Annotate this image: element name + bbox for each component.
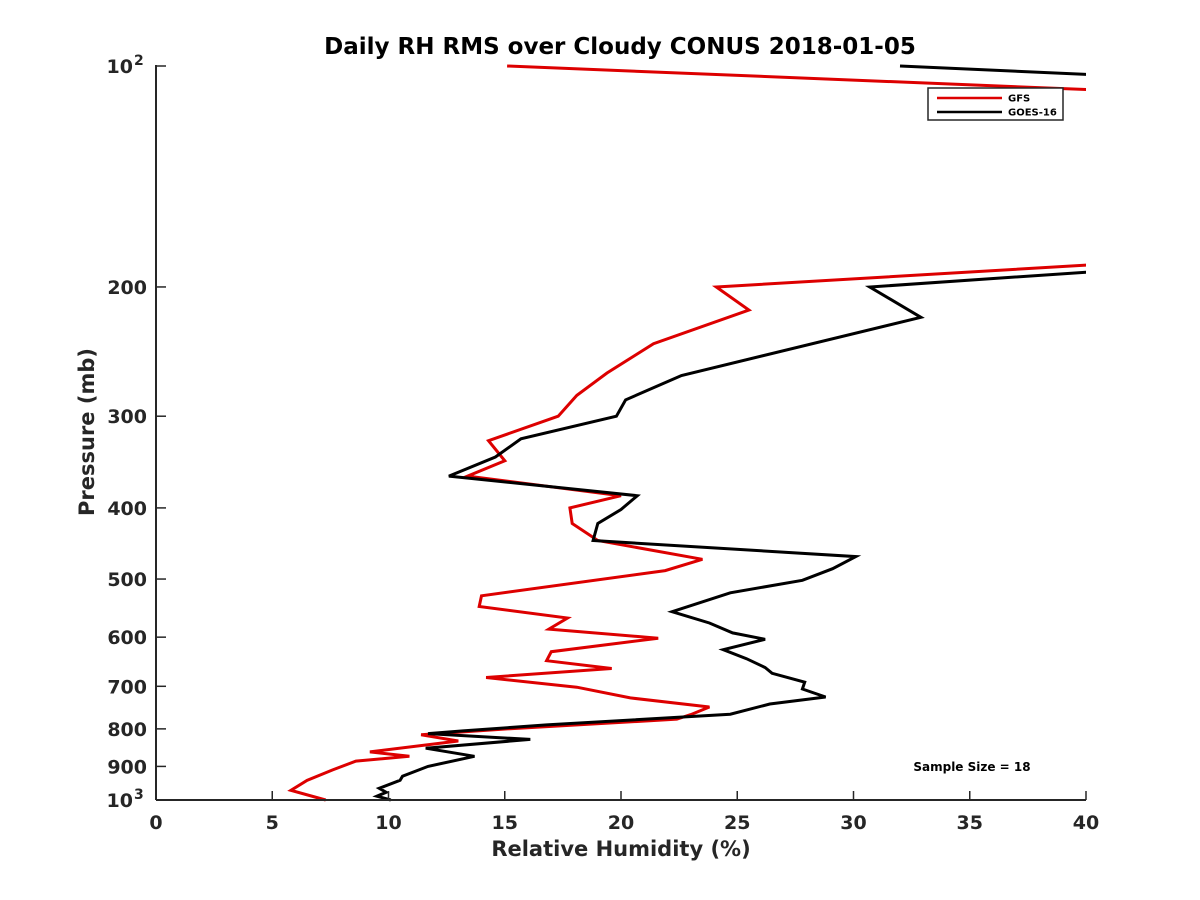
- y-tick-label: 300: [107, 406, 147, 428]
- x-tick-label: 5: [266, 812, 279, 834]
- axes-layer: [155, 65, 1086, 801]
- chart-title: Daily RH RMS over Cloudy CONUS 2018-01-0…: [324, 34, 916, 60]
- series-layer: [287, 64, 1086, 802]
- legend-label-gfs: GFS: [1008, 94, 1030, 105]
- y-tick-label: 10: [107, 56, 133, 78]
- x-tick-label: 0: [149, 812, 162, 834]
- x-tick-label: 10: [375, 812, 401, 834]
- sample-size-annotation: Sample Size = 18: [913, 760, 1030, 774]
- legend: GFS GOES-16: [927, 87, 1064, 121]
- x-tick-label: 25: [724, 812, 750, 834]
- series-line-goes-16: [372, 64, 1086, 802]
- y-tick-label: 400: [107, 498, 147, 520]
- x-tick-label: 30: [840, 812, 866, 834]
- y-tick-label: 200: [107, 277, 147, 299]
- x-tick-label: 35: [957, 812, 983, 834]
- legend-label-goes-16: GOES-16: [1008, 108, 1057, 119]
- y-tick-label: 800: [107, 719, 147, 741]
- y-tick-label: 900: [107, 756, 147, 778]
- x-tick-label: 40: [1073, 812, 1099, 834]
- series-line-gfs: [287, 64, 1086, 802]
- x-tick-label: 15: [492, 812, 518, 834]
- y-tick-label: 10: [107, 790, 133, 812]
- x-tick-label: 20: [608, 812, 634, 834]
- y-axis-label: Pressure (mb): [75, 348, 99, 516]
- legend-box: [927, 87, 1064, 121]
- y-tick-label: 500: [107, 569, 147, 591]
- y-tick-label: 600: [107, 627, 147, 649]
- y-tick-label: 700: [107, 676, 147, 698]
- y-tick-exponent: 3: [134, 787, 144, 803]
- x-axis-label: Relative Humidity (%): [491, 837, 750, 861]
- x-ticks: 0 5 10 15 20 25 30 35 40: [149, 791, 1099, 834]
- y-tick-exponent: 2: [134, 53, 144, 69]
